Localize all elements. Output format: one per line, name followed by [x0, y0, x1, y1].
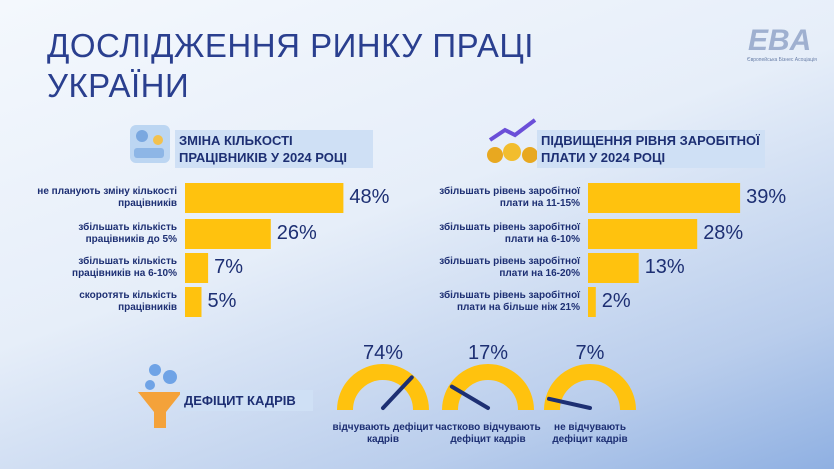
chart-title: ДЕФІЦИТ КАДРІВ — [180, 390, 313, 411]
logo-subtitle: Європейська Бізнес Асоціація — [747, 57, 817, 63]
bar — [588, 253, 639, 283]
bar — [185, 287, 202, 317]
value-label: 7% — [575, 342, 605, 364]
category-label: частково відчувають дефіцит кадрів — [435, 422, 541, 445]
logo: EBA — [748, 24, 812, 57]
value-label: 5% — [207, 290, 237, 312]
bar — [185, 253, 209, 283]
gauge-arc — [337, 364, 429, 411]
icon-funnel — [138, 364, 182, 428]
chart-title: ПІДВИЩЕННЯ РІВНЯ ЗАРОБІТНОЇ ПЛАТИ У 2024… — [537, 130, 765, 168]
category-label: скоротять кількість працівників — [79, 290, 177, 313]
chart-title: ЗМІНА КІЛЬКОСТІ ПРАЦІВНИКІВ У 2024 РОЦІ — [175, 130, 373, 168]
category-label: відчувають дефіцит кадрів — [332, 422, 434, 445]
value-label: 48% — [349, 186, 390, 208]
gauge-arc — [544, 364, 636, 411]
value-label: 26% — [276, 222, 317, 244]
category-label: не відчувають дефіцит кадрів — [552, 422, 628, 445]
icon-coins — [487, 118, 538, 163]
category-label: збільшать кількість працівників до 5% — [78, 222, 177, 245]
value-label: 7% — [214, 256, 243, 278]
value-label: 17% — [467, 342, 509, 364]
value-label: 74% — [362, 342, 404, 364]
value-label: 39% — [746, 186, 787, 208]
category-label: збільшать рівень заробітної плати на 16-… — [439, 256, 580, 279]
category-label: збільшать рівень заробітної плати на 6-1… — [439, 222, 580, 245]
bar — [185, 219, 271, 249]
gauge-needle — [449, 384, 490, 410]
bar — [185, 183, 344, 213]
bar — [588, 219, 698, 249]
gauge-needle — [381, 375, 414, 410]
value-label: 13% — [644, 256, 685, 278]
category-label: збільшать рівень заробітної плати на 11-… — [439, 186, 580, 209]
gauge-arc — [442, 364, 534, 411]
value-label: 2% — [601, 290, 631, 312]
gauge-needle — [547, 396, 592, 410]
category-label: збільшать кількість працівників на 6-10% — [72, 256, 177, 279]
bar — [588, 287, 596, 317]
category-label: збільшать рівень заробітної плати на біл… — [439, 290, 580, 313]
icon-people — [130, 125, 170, 163]
category-label: не планують зміну кількості працівників — [37, 186, 177, 209]
page-title: ДОСЛІДЖЕННЯ РИНКУ ПРАЦІ УКРАЇНИ — [47, 27, 534, 104]
bar — [588, 183, 741, 213]
value-label: 28% — [703, 222, 744, 244]
